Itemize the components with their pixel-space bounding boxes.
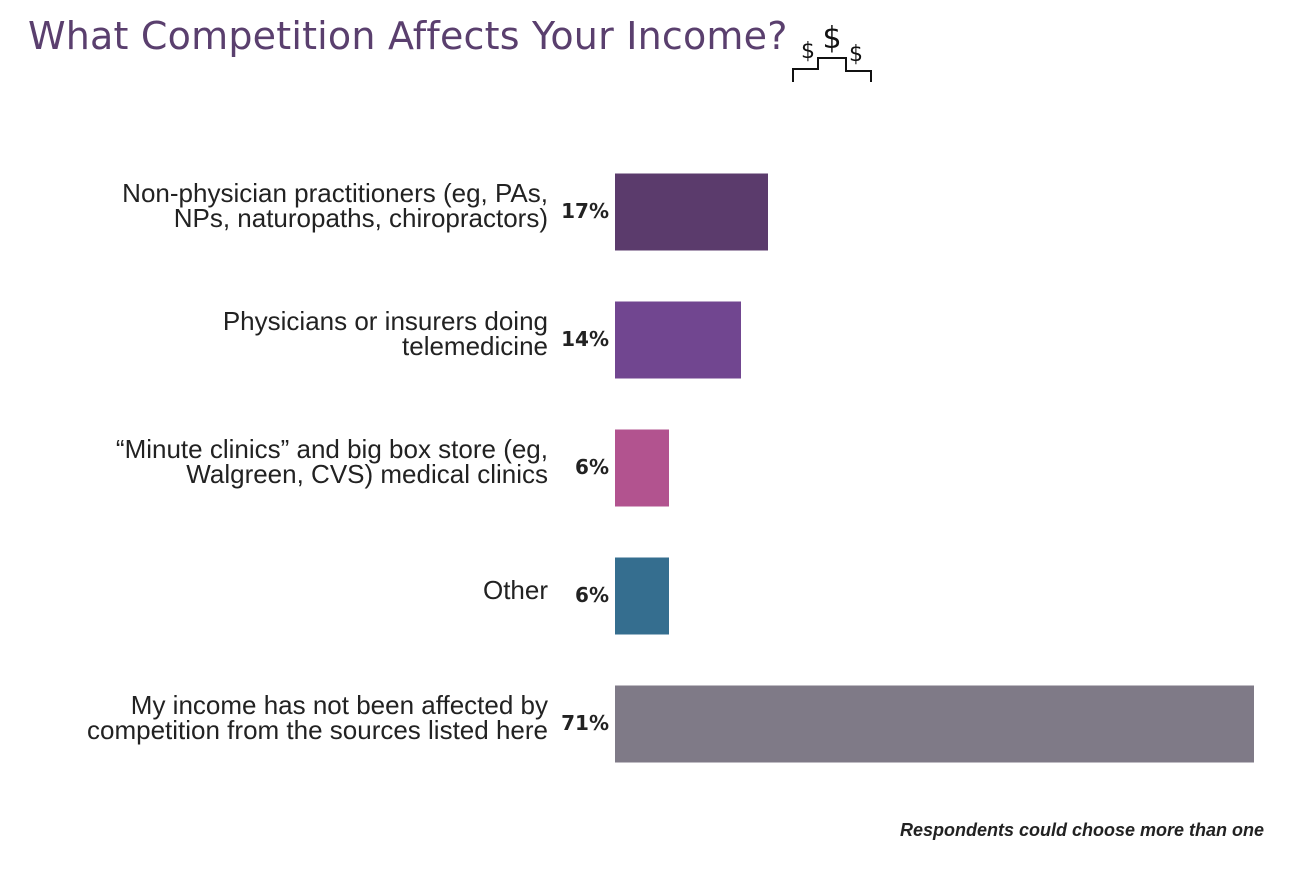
category-label-5: My income has not been affected by compe…: [87, 690, 548, 745]
dollar-podium-icon: $ $ $: [792, 21, 872, 82]
bar-4: [615, 557, 669, 635]
category-label-1: Non-physician practitioners (eg, PAs, NP…: [122, 178, 548, 233]
bar-2: [615, 301, 741, 379]
value-label-2: 14%: [561, 327, 609, 351]
bar-3: [615, 429, 669, 507]
category-label-2: Physicians or insurers doing telemedicin…: [222, 306, 548, 361]
value-label-1: 17%: [561, 199, 609, 223]
svg-text:$: $: [849, 42, 863, 67]
value-label-4: 6%: [575, 583, 609, 607]
category-label-4: Other: [482, 574, 548, 605]
chart-title: What Competition Affects Your Income?: [28, 14, 788, 58]
value-label-3: 6%: [575, 455, 609, 479]
bar-5: [615, 685, 1254, 763]
bar-1: [615, 173, 768, 251]
value-label-5: 71%: [561, 711, 609, 735]
svg-text:$: $: [801, 39, 815, 64]
svg-text:$: $: [822, 21, 841, 56]
footnote: Respondents could choose more than one: [899, 820, 1264, 840]
category-label-3: “Minute clinics” and big box store (eg, …: [115, 434, 548, 489]
